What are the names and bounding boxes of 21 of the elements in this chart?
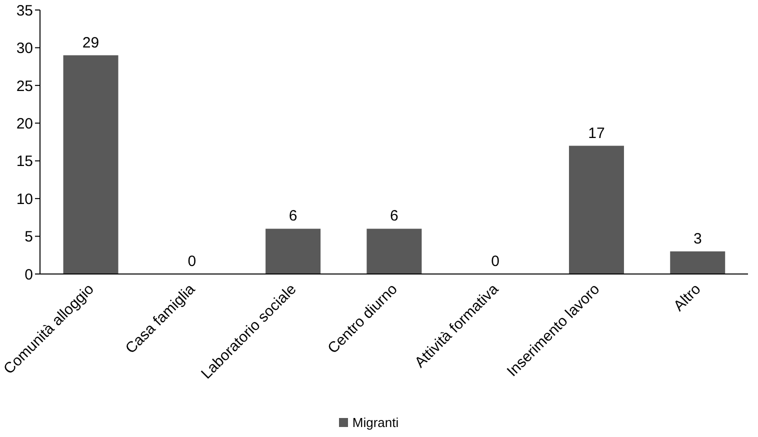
bar [63,55,118,274]
y-tick-label: 25 [16,78,33,95]
y-tick-label: 0 [24,266,33,284]
data-label: 0 [491,253,500,270]
data-label: 6 [390,208,398,225]
bar [366,228,422,274]
data-label: 6 [288,208,298,225]
data-label: 17 [588,124,605,142]
legend-label: Migranti [352,415,399,430]
y-tick-label: 10 [16,190,33,208]
y-tick-label: 20 [16,115,33,132]
data-label: 3 [693,230,702,248]
bar [670,251,726,274]
y-tick-label: 35 [16,2,33,20]
bar [266,228,321,274]
y-tick-label: 5 [24,228,33,246]
data-label: 0 [188,253,196,270]
y-tick-label: 30 [16,40,33,58]
y-tick-label: 15 [16,153,33,170]
data-label: 29 [82,34,100,52]
bar [568,146,624,274]
